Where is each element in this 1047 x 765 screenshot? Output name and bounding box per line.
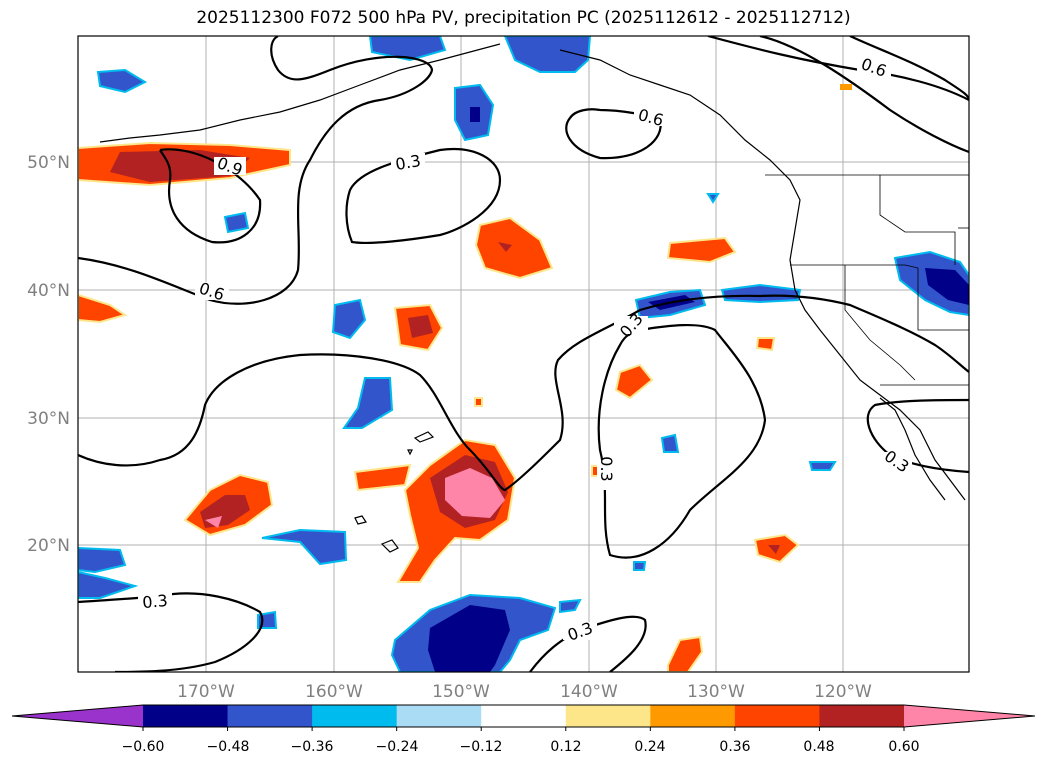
colorbar-tick-label: 0.36 [719,739,750,755]
lon-label: 130°W [687,682,745,702]
contour-label: 0.3 [394,151,422,174]
contour-label-group: 0.9 0.3 0.6 0.6 0.6 0.3 0.3 0.3 0.3 0.3 [138,54,913,645]
map-frame [77,35,970,673]
positive-precip-areas [78,84,852,672]
colorbar-segment [396,705,482,727]
colorbar-ticks: −0.60 −0.48 −0.36 −0.24 −0.12 0.12 0.24 … [122,739,920,755]
lon-label: 160°W [305,682,363,702]
colorbar-tick-label: −0.12 [460,739,503,755]
colorbar-segment [227,705,313,727]
lat-label: 30°N [27,409,70,429]
colorbar-extend-high [904,705,1035,727]
lat-label: 50°N [27,153,70,173]
colorbar-tick-label: 0.60 [888,739,919,755]
colorbar-segment [819,705,905,727]
map-title: 2025112300 F072 500 hPa PV, precipitatio… [196,8,851,28]
lon-label: 140°W [560,682,618,702]
colorbar-segment [143,705,229,727]
colorbar-extend-low [12,705,143,727]
contour-label: 0.3 [597,456,616,481]
pv-contours [78,36,969,672]
colorbar-segment [734,705,820,727]
colorbar-tick-label: 0.12 [550,739,581,755]
gridlines [78,36,969,672]
lon-label: 150°W [432,682,490,702]
lat-label: 20°N [27,536,70,556]
lon-label: 120°W [814,682,872,702]
colorbar-tick-label: −0.60 [122,739,165,755]
contour-label: 0.3 [142,591,169,612]
lat-axis: 50°N 40°N 30°N 20°N [27,153,70,556]
colorbar-segment [481,705,567,727]
lat-label: 40°N [27,281,70,301]
colorbar-segment [650,705,736,727]
colorbar-tick-label: 0.48 [803,739,834,755]
colorbar-tick-label: −0.36 [291,739,334,755]
colorbar-tick-label: −0.24 [376,739,419,755]
colorbar-tick-label: 0.24 [634,739,665,755]
lon-label: 170°W [177,682,235,702]
colorbar-tick-label: −0.48 [207,739,250,755]
colorbar-segment [565,705,651,727]
coastlines [99,43,966,553]
map-fields: 0.9 0.3 0.6 0.6 0.6 0.3 0.3 0.3 0.3 0.3 [78,36,969,672]
lon-axis: 170°W 160°W 150°W 140°W 130°W 120°W [177,682,872,702]
colorbar-segment [312,705,398,727]
political-boundaries [765,174,969,386]
negative-precip-areas [78,36,969,672]
colorbar [11,704,1036,731]
